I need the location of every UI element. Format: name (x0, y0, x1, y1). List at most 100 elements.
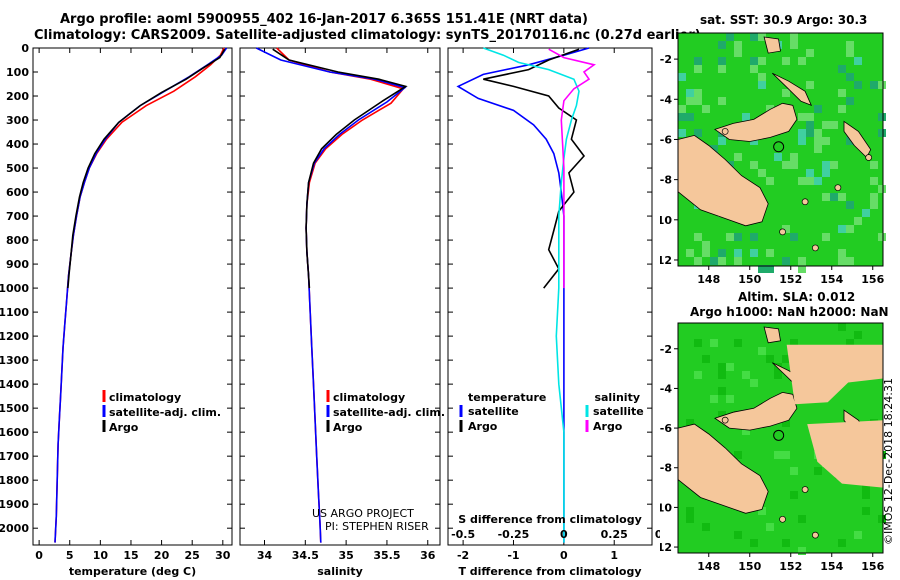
map-cell (686, 507, 694, 515)
depth-tick-label: 1100 (0, 306, 29, 319)
map-cell (766, 265, 774, 273)
map-cell (766, 105, 774, 113)
series-t-argo (483, 48, 586, 289)
map-cell (734, 249, 742, 257)
map-cell (718, 411, 726, 419)
map-cell (726, 33, 734, 41)
legend-label: satellite (468, 405, 519, 418)
map-cell (702, 355, 710, 363)
map-cell (694, 97, 702, 105)
x-tick-label: 20 (154, 549, 170, 562)
lat-tick-label: -4 (660, 93, 672, 106)
lon-tick-label: 148 (697, 560, 720, 573)
x-tick-label: 0 (560, 549, 568, 562)
map-cell (798, 515, 806, 523)
map-cell (838, 65, 846, 73)
series-climatology (276, 47, 405, 543)
map-cell (870, 81, 878, 89)
map-cell (854, 57, 862, 65)
map-cell (846, 49, 854, 57)
map-cell (678, 129, 686, 137)
map-cell (870, 161, 878, 169)
differences-xlabel-top: S difference from climatology (458, 513, 642, 526)
depth-tick-label: 200 (6, 90, 29, 103)
map-cell (878, 113, 886, 121)
height-map-title: Argo h1000: NaN h2000: NaN (690, 305, 889, 319)
map-cell (790, 339, 798, 347)
map-cell (798, 57, 806, 65)
legend-salinity-title: salinity (594, 391, 640, 404)
lat-tick-label: -2 (660, 343, 672, 356)
map-cell (678, 105, 686, 113)
series-satellite-adj-clim- (255, 47, 407, 543)
panel-differences: -2 -1 0 1 T difference from climatology tempe… (447, 47, 660, 578)
map-cell (838, 193, 846, 201)
legend-label: Argo (593, 420, 623, 433)
climatology-title: Climatology: CARS2009. Satellite-adjuste… (34, 28, 701, 43)
map-land (677, 36, 872, 252)
depth-tick-label: 1200 (0, 330, 29, 343)
map-cell (702, 241, 710, 249)
lon-tick-label: 148 (697, 273, 720, 286)
map-cell (782, 419, 790, 427)
salinity-xlabel: salinity (317, 565, 363, 578)
legend-label: Argo (333, 421, 363, 434)
map-cell (750, 539, 758, 547)
map-cell (766, 355, 774, 363)
map-cell (758, 507, 766, 515)
island (779, 515, 786, 523)
legend-temperature-title: temperature (468, 391, 546, 404)
map-cell (798, 257, 806, 265)
no-data-region (786, 344, 883, 405)
temperature-xlabel: temperature (deg C) (69, 565, 196, 578)
series-s-argo (548, 48, 596, 289)
map-cell (718, 249, 726, 257)
float-location-marker (773, 429, 785, 441)
lat-tick-label: -10 (660, 501, 672, 514)
map-cell (838, 249, 846, 257)
map-cell (734, 153, 742, 161)
map-cell (782, 257, 790, 265)
map-cell (870, 201, 878, 209)
map-cell (798, 113, 806, 121)
map-cell (750, 57, 758, 65)
map-cell (806, 121, 814, 129)
map-land (677, 326, 883, 539)
series-argo (272, 48, 408, 289)
depth-tick-label: 1900 (0, 498, 29, 511)
map-cell (854, 217, 862, 225)
x-tick-label: 25 (185, 549, 200, 562)
map-cell (838, 89, 846, 97)
top-tick-label: 0.5 (655, 528, 660, 541)
map-sla_map: 148 150 152 154 156 -2 -4 -6 -8 -10 -12 (660, 322, 886, 573)
map-cell (846, 137, 854, 145)
map-cell (686, 419, 694, 427)
map-cell (846, 201, 854, 209)
series-s-satellite (483, 47, 580, 543)
map-cell (806, 113, 814, 121)
map-cell (862, 507, 870, 515)
map-cell (782, 57, 790, 65)
map-cell (822, 169, 830, 177)
map-cell (846, 41, 854, 49)
island (801, 486, 809, 493)
map-cell (774, 451, 782, 459)
salinity-frame (239, 47, 441, 546)
map-cell (838, 323, 846, 331)
lat-tick-label: -6 (660, 422, 672, 435)
map-cell (726, 395, 734, 403)
map-cell (694, 371, 702, 379)
top-tick-label: -0.25 (498, 528, 530, 541)
map-cell (726, 363, 734, 371)
map-cell (734, 41, 742, 49)
land-mass (677, 423, 769, 514)
map-cell (822, 161, 830, 169)
map-cell (694, 233, 702, 241)
map-cell (694, 65, 702, 73)
map-cell (718, 65, 726, 73)
map-cell (878, 81, 886, 89)
map-cell (726, 233, 734, 241)
map-cell (790, 161, 798, 169)
map-cell (814, 177, 822, 185)
sst-map-title: sat. SST: 30.9 Argo: 30.3 (700, 13, 868, 27)
